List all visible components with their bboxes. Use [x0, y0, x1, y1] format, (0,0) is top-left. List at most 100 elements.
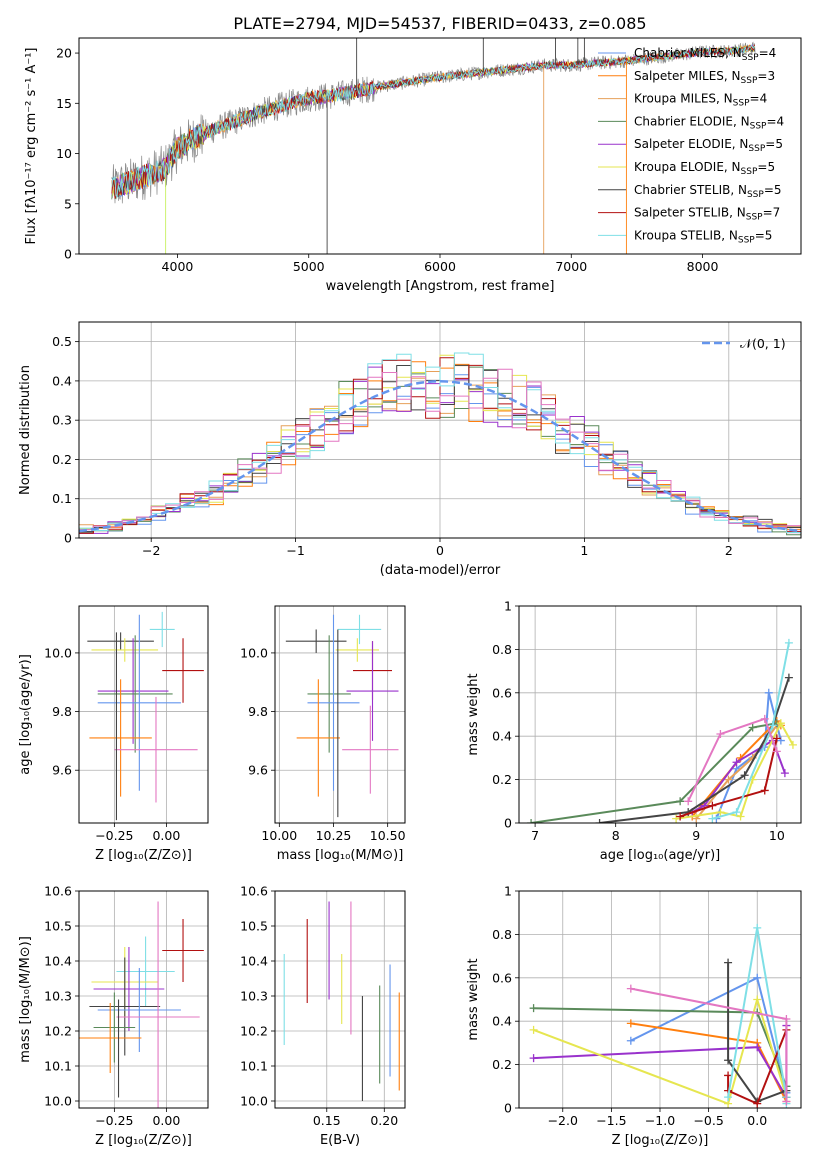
series-point-marker: [776, 719, 785, 728]
series-point-marker: [782, 1097, 791, 1106]
residuals-axes: −2 −1 0 1 2 0 0.1 0.2 0.3 0.4 0.5 (data-model)/erro…: [18, 321, 802, 578]
series-line: [687, 717, 778, 802]
series-point-marker: [753, 1099, 762, 1108]
x-tick-label: 0: [436, 543, 444, 558]
y-tick-label: 0: [504, 1101, 512, 1116]
y-tick-label: 0.5: [52, 334, 72, 349]
y-tick-label: 10.1: [44, 1059, 72, 1074]
y-axis-label: Normed distribution: [18, 365, 33, 495]
mass_vs_ebv-axes: 0.15 0.20 10.0 10.1 10.2 10.3 10.4 10.5 10.6 E(B-…: [240, 884, 406, 1148]
mass_vs_Z-axes: −0.25 0.00 10.0 10.1 10.2 10.3 10.4 10.5 10.6 Z […: [18, 884, 209, 1148]
y-tick-label: 0: [64, 531, 72, 546]
y-axis-label: mass [log₁₀(M/M⊙)]: [18, 936, 33, 1063]
x-axis-label: wavelength [Angstrom, rest frame]: [326, 279, 555, 294]
series-line: [533, 995, 788, 1106]
x-tick-label: 10: [769, 828, 785, 843]
series-point-marker: [672, 814, 681, 823]
axes-frame: [78, 890, 209, 1109]
series-point-marker: [764, 688, 773, 697]
y-tick-label: 0.4: [52, 373, 72, 388]
x-tick-label: −0.5: [693, 1113, 723, 1128]
x-tick-label: −1.5: [596, 1113, 626, 1128]
series-point-marker: [529, 1054, 538, 1063]
y-tick-label: 0.6: [492, 685, 512, 700]
series-point-marker: [732, 808, 741, 817]
legend-entry: Chabrier STELIB, NSSP=5: [634, 183, 782, 200]
series-point-marker: [626, 1036, 635, 1045]
y-tick-label: 10: [56, 146, 72, 161]
series-line: [675, 721, 794, 820]
y-tick-label: 5: [64, 196, 72, 211]
series-point-marker: [782, 1015, 791, 1024]
y-tick-label: 10.4: [44, 954, 72, 969]
series-point-marker: [760, 786, 769, 795]
spectrum-axes: 4000 5000 6000 7000 8000 0 5 10 15 20 wavelength […: [24, 37, 802, 294]
y-tick-label: 1: [504, 884, 512, 899]
y-tick-label: 0.6: [492, 970, 512, 985]
y-tick-label: 10.4: [240, 954, 268, 969]
x-axis-label: mass [log₁₀(M/M⊙)]: [277, 848, 404, 863]
normal-reference-curve: [78, 380, 802, 533]
y-tick-label: 9.8: [248, 704, 268, 719]
series-point-marker: [768, 721, 777, 730]
y-tick-label: 9.6: [248, 763, 268, 778]
series-point-marker: [760, 714, 769, 723]
series-point-marker: [716, 730, 725, 739]
x-axis-label: (data-model)/error: [380, 563, 501, 578]
y-tick-label: 10.6: [44, 884, 72, 899]
legend-entry: Kroupa STELIB, NSSP=5: [634, 228, 772, 245]
y-tick-label: 9.6: [52, 763, 72, 778]
y-tick-label: 0.1: [52, 491, 72, 506]
series-line: [727, 1029, 788, 1106]
model-spectrum-line: [111, 44, 755, 197]
series-point-marker: [626, 984, 635, 993]
x-tick-label: 2: [725, 543, 733, 558]
model-spectrum-line: [111, 44, 755, 199]
y-tick-label: 9.8: [52, 704, 72, 719]
legend-entry: Chabrier ELODIE, NSSP=4: [634, 114, 784, 131]
y-tick-label: 10.3: [240, 989, 268, 1004]
y-tick-label: 10.3: [44, 989, 72, 1004]
x-axis-label: Z [log₁₀(Z/Z⊙)]: [612, 1133, 709, 1148]
series-point-marker: [529, 1004, 538, 1013]
series-point-marker: [736, 812, 745, 821]
axes-frame: [518, 605, 802, 824]
series-point-marker: [784, 638, 793, 647]
x-axis-label: Z [log₁₀(Z/Z⊙)]: [95, 1133, 192, 1148]
legend-entry: Salpeter STELIB, NSSP=7: [634, 206, 780, 223]
y-tick-label: 0: [504, 816, 512, 831]
legend-entry: 𝒩(0, 1): [740, 336, 786, 351]
x-tick-label: 7: [531, 828, 539, 843]
series-point-marker: [753, 973, 762, 982]
axes-frame: [78, 37, 802, 255]
histogram-step: [79, 368, 801, 538]
x-tick-label: 0.20: [370, 1113, 398, 1128]
massweight_vs_age-axes: 7 8 9 10 0 0.2 0.4 0.6 0.8 1 age [log₁₀(age/yr)] ma…: [466, 599, 802, 863]
axes-frame: [78, 605, 209, 824]
x-tick-label: 8000: [687, 259, 719, 274]
y-tick-label: 0.3: [52, 413, 72, 428]
y-tick-label: 10.0: [240, 645, 268, 660]
x-tick-label: 1: [580, 543, 588, 558]
age_vs_Z-axes: −0.25 0.00 9.6 9.8 10.0 Z [log₁₀(Z/Z⊙)] age [l…: [18, 605, 209, 863]
figure-title: PLATE=2794, MJD=54537, FIBERID=0433, z=0…: [233, 14, 646, 33]
axes-frame: [518, 890, 802, 1109]
y-axis-label: mass weight: [466, 673, 481, 755]
series-line: [530, 722, 777, 823]
x-tick-label: 7000: [555, 259, 587, 274]
y-tick-label: 0.4: [492, 729, 512, 744]
age_vs_mass-axes: 10.00 10.25 10.50 9.6 9.8 10.0 mass [log₁₀(M/M…: [240, 605, 406, 863]
y-tick-label: 0.4: [492, 1014, 512, 1029]
x-tick-label: −2: [142, 543, 160, 558]
x-axis-label: Z [log₁₀(Z/Z⊙)]: [95, 848, 192, 863]
y-axis-label: mass weight: [466, 958, 481, 1040]
series-point-marker: [529, 1025, 538, 1034]
y-axis-label: Flux [fλ10⁻¹⁷ erg cm⁻² s⁻¹ A⁻¹]: [24, 48, 39, 245]
series-point-marker: [772, 734, 781, 743]
series-point-marker: [684, 797, 693, 806]
y-tick-label: 10.5: [44, 919, 72, 934]
y-tick-label: 0.2: [52, 452, 72, 467]
x-tick-label: 8: [612, 828, 620, 843]
